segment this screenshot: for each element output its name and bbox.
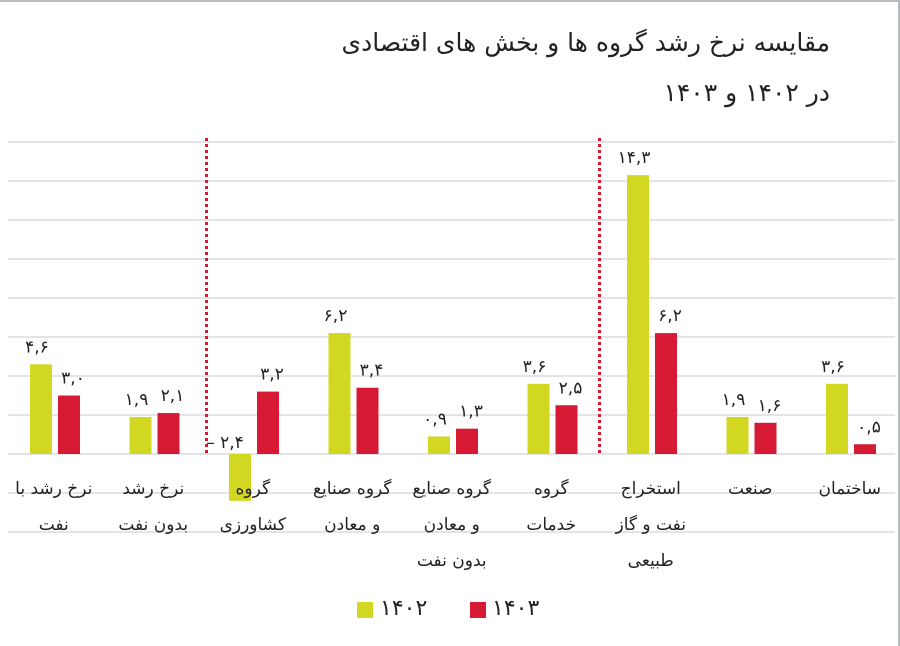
data-label: ۰,۹ [423,409,447,429]
category-label: گروه [235,478,270,499]
bar-1402 [527,383,550,454]
bar-1402 [229,454,251,501]
legend-swatch-1403 [470,602,486,618]
category-label: استخراج [621,479,681,499]
bar-1403 [555,405,578,454]
category-label: طبیعی [628,551,674,571]
chart-subtitle: در ۱۴۰۲ و ۱۴۰۳ [663,78,830,107]
category-label: گروه [534,478,569,499]
category-label: نرخ رشد [122,479,184,499]
data-label: ۳,۰ [61,369,85,389]
bar-1402 [826,383,848,454]
legend-swatch-1402 [357,602,373,618]
bar-1403 [157,413,180,454]
category-label: صنعت [728,479,772,499]
data-label: ۳,۴ [360,361,384,381]
bar-1403 [356,387,379,454]
data-label: ۱۴,۳ [618,148,651,168]
data-label: – ۲,۴ [206,433,244,453]
data-label: ۰,۵ [857,417,881,437]
category-label: گروه صنایع [313,478,392,499]
chart-title: مقایسه نرخ رشد گروه ها و بخش های اقتصادی [341,28,830,57]
category-label: خدمات [526,515,576,535]
data-label: ۳,۶ [523,357,547,377]
category-label: نفت و گاز [614,514,686,535]
data-label: ۶,۲ [324,306,348,326]
bar-1403 [754,422,777,454]
category-label: نفت [39,515,69,535]
bar-1403 [655,333,677,454]
category-label: نرخ رشد با [15,479,92,499]
data-label: ۱,۳ [459,402,483,422]
legend: ۱۴۰۲ ۱۴۰۳ [0,596,900,626]
bar-1402 [129,416,152,454]
data-label: ۱,۹ [722,390,746,410]
data-label: ۳,۲ [260,365,284,385]
category-label: گروه صنایع [412,478,491,499]
legend-label-1403: ۱۴۰۳ [492,596,540,621]
data-label: ۲,۵ [559,378,583,398]
category-label: و معادن [324,515,380,535]
bar-1403 [854,444,876,454]
data-label: ۳,۶ [821,357,845,377]
category-label: کشاورزی [220,515,287,535]
category-label: بدون نفت [118,515,188,535]
bar-1403 [257,391,279,454]
legend-label-1402: ۱۴۰۲ [380,596,428,621]
data-label: ۱,۶ [758,396,782,416]
category-label: ساختمان [818,479,881,499]
bar-1402 [30,364,52,454]
data-label: ۶,۲ [658,306,682,326]
bar-1402 [328,333,351,454]
data-label: ۱,۹ [125,390,149,410]
category-label: بدون نفت [417,551,487,571]
bar-1402 [428,436,450,454]
category-label: و معادن [424,515,480,535]
bar-1402 [726,416,749,454]
bar-1402 [627,175,649,454]
data-label: ۲,۱ [161,386,185,406]
bar-1403 [58,395,80,454]
data-label: ۴,۶ [25,337,49,357]
bar-1403 [456,428,478,454]
